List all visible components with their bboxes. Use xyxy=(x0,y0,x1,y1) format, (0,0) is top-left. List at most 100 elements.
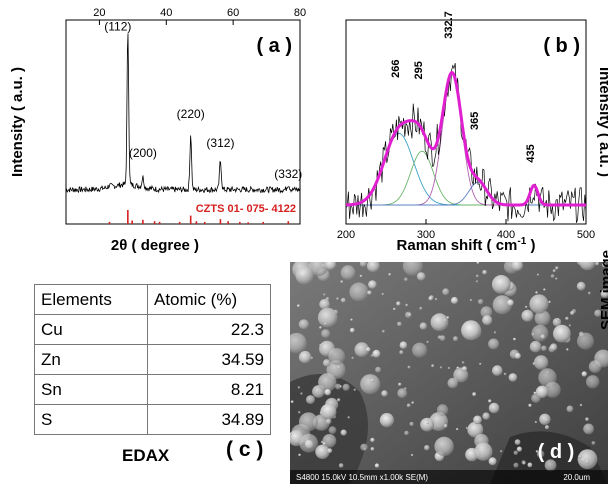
sem-grain xyxy=(434,298,438,301)
xrd-curve xyxy=(65,33,300,194)
sem-grain xyxy=(416,272,426,281)
sem-grain xyxy=(492,295,512,315)
sem-grain xyxy=(450,296,459,305)
sem-grain xyxy=(397,388,408,399)
sem-grain xyxy=(407,365,411,369)
xrd-y-axis-label: Intensity ( a.u. ) xyxy=(9,67,26,177)
sem-grain xyxy=(577,449,598,470)
sem-grain xyxy=(585,417,589,421)
sem-grain xyxy=(374,261,377,264)
sem-grain xyxy=(475,274,479,278)
sem-grain xyxy=(371,379,374,382)
sem-grain xyxy=(349,327,355,333)
sem-grain xyxy=(461,366,468,372)
sem-grain xyxy=(528,403,532,407)
sem-grain xyxy=(426,340,429,344)
sem-grain xyxy=(319,326,322,329)
sem-grain xyxy=(322,434,337,448)
sem-grain xyxy=(443,319,447,322)
sem-grain xyxy=(295,266,314,285)
sem-grain xyxy=(546,370,549,374)
sem-grain xyxy=(367,290,372,295)
sem-grain xyxy=(436,404,449,416)
sem-grain xyxy=(437,335,442,340)
sem-grain xyxy=(566,405,574,413)
sem-footer-text: S4800 15.0kV 10.5mm x1.00k SE(M) xyxy=(296,473,428,482)
raman-x-tick-label: 200 xyxy=(337,229,355,241)
sem-grain xyxy=(298,319,309,330)
sem-grain xyxy=(488,402,500,414)
sem-grain xyxy=(434,436,454,457)
sem-grain xyxy=(577,332,594,350)
sem-grain xyxy=(410,453,414,457)
xrd-x-axis-label: 2θ ( degree ) xyxy=(111,237,199,254)
sem-grain xyxy=(480,306,493,319)
sem-grain xyxy=(456,366,460,370)
sem-grain xyxy=(479,362,482,366)
sem-grain xyxy=(514,439,521,445)
sem-grain xyxy=(350,318,353,321)
sem-grain xyxy=(300,392,303,395)
sem-grain xyxy=(585,460,590,464)
sem-grain xyxy=(602,263,607,268)
raman-peak-label: 365 xyxy=(469,112,481,130)
raman-panel-label: ( b ) xyxy=(543,35,580,57)
sem-grain xyxy=(583,423,594,435)
sem-grain xyxy=(545,418,548,422)
sem-grain xyxy=(340,297,346,303)
sem-grain xyxy=(324,322,327,325)
sem-grain xyxy=(535,291,538,294)
sem-grain xyxy=(426,421,429,424)
element-name: S xyxy=(34,404,148,435)
sem-grain xyxy=(298,350,312,364)
xrd-plot-frame xyxy=(65,19,301,225)
xrd-x-tick-label: 60 xyxy=(227,7,239,19)
raman-y-axis-label: Intensity ( a.u. ) xyxy=(596,67,608,177)
sem-grain xyxy=(595,261,599,266)
sem-grain xyxy=(549,343,558,351)
sem-grain xyxy=(335,383,342,390)
sem-grain xyxy=(419,306,423,310)
sem-grain xyxy=(548,300,551,304)
sem-grain xyxy=(409,421,414,427)
sem-grain xyxy=(482,315,493,326)
sem-grain xyxy=(491,275,511,294)
sem-grain xyxy=(543,288,546,291)
table-row: Sn 8.21 xyxy=(34,374,271,405)
sem-grain xyxy=(544,381,561,398)
header-atomic: Atomic (%) xyxy=(147,284,271,315)
sem-grain xyxy=(404,387,407,390)
sem-grain xyxy=(286,332,307,354)
atomic-value: 8.21 xyxy=(147,374,271,405)
sem-grain xyxy=(325,418,332,425)
sem-grain xyxy=(503,372,507,376)
sem-grain xyxy=(399,341,408,349)
raman-peak-label: 266 xyxy=(390,60,402,78)
sem-grain xyxy=(431,364,435,368)
sem-grain xyxy=(511,259,524,272)
xrd-x-tick-label: 80 xyxy=(294,7,306,19)
sem-grain xyxy=(555,266,559,270)
sem-grain xyxy=(576,281,586,291)
sem-grain xyxy=(534,310,551,326)
raman-x-tick-label: 500 xyxy=(577,229,595,241)
element-name: Zn xyxy=(34,344,148,375)
sem-grain xyxy=(372,349,381,358)
raman-x-tick-label: 300 xyxy=(417,229,435,241)
raman-plot-frame xyxy=(345,19,587,225)
sem-grain xyxy=(323,293,326,296)
sem-grain xyxy=(420,417,434,432)
sem-grain xyxy=(297,386,301,389)
raman-x-tick-label: 400 xyxy=(497,229,515,241)
sem-grain xyxy=(579,403,583,407)
header-elements: Elements xyxy=(34,284,148,315)
raman-chart: 200 300 400 500 266 295 332.7 365 435 ( b ) Int… xyxy=(337,11,608,254)
sem-grain xyxy=(591,441,596,445)
atomic-value: 34.89 xyxy=(147,404,271,435)
table-header-row: Elements Atomic (%) xyxy=(34,284,271,315)
sem-grain xyxy=(399,350,404,355)
sem-grain xyxy=(324,388,331,396)
sem-grain xyxy=(539,413,551,425)
sem-grain xyxy=(568,324,572,327)
xrd-peak-label: (200) xyxy=(129,146,157,160)
